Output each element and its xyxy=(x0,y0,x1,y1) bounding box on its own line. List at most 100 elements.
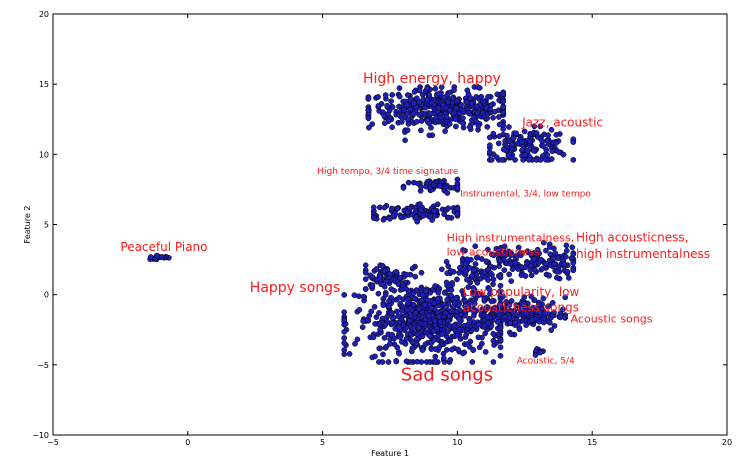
data-point xyxy=(431,318,438,324)
data-point xyxy=(424,117,431,124)
data-point xyxy=(494,308,501,315)
data-point xyxy=(570,267,577,274)
data-point xyxy=(470,291,476,298)
data-point xyxy=(484,124,491,130)
data-point xyxy=(496,121,503,128)
data-point xyxy=(556,149,563,156)
data-point xyxy=(409,265,416,272)
data-point xyxy=(469,273,476,279)
data-point xyxy=(561,261,567,267)
data-point xyxy=(389,310,395,316)
data-point xyxy=(460,292,467,298)
data-point xyxy=(519,147,525,154)
data-point xyxy=(490,130,497,137)
data-point xyxy=(354,336,361,343)
data-point xyxy=(543,260,550,267)
data-point xyxy=(506,271,513,278)
data-point xyxy=(464,341,470,348)
data-point xyxy=(455,315,462,322)
data-point xyxy=(454,332,461,339)
data-point xyxy=(521,128,528,135)
data-point xyxy=(551,323,558,329)
data-point xyxy=(486,286,493,293)
data-point xyxy=(377,345,384,352)
data-point xyxy=(362,286,369,292)
data-point xyxy=(513,302,520,308)
data-point xyxy=(432,283,438,289)
data-point xyxy=(551,261,558,268)
data-point xyxy=(390,212,397,219)
data-point xyxy=(454,210,461,217)
data-point xyxy=(537,157,544,163)
data-point xyxy=(404,102,410,108)
data-point xyxy=(398,119,405,125)
data-point xyxy=(400,185,407,191)
data-point xyxy=(413,118,420,125)
data-point xyxy=(432,359,439,365)
data-point xyxy=(500,91,507,97)
data-point xyxy=(497,282,504,289)
data-point xyxy=(570,259,577,266)
data-point xyxy=(444,190,451,196)
data-point xyxy=(412,295,418,302)
data-point xyxy=(434,201,441,208)
data-point xyxy=(398,214,405,221)
data-point xyxy=(416,324,422,331)
data-point xyxy=(543,146,550,153)
data-point xyxy=(560,306,566,313)
data-point xyxy=(448,308,455,315)
data-point xyxy=(430,328,437,334)
data-point xyxy=(496,246,503,253)
data-point xyxy=(501,314,508,320)
data-point xyxy=(422,104,429,111)
data-point xyxy=(472,261,479,267)
data-point xyxy=(553,131,560,138)
data-point xyxy=(396,93,403,100)
data-point xyxy=(543,137,550,144)
data-point xyxy=(341,340,348,346)
data-point xyxy=(480,98,487,105)
data-point xyxy=(387,341,393,347)
data-point xyxy=(410,325,417,332)
data-point xyxy=(555,255,562,262)
data-point xyxy=(456,320,462,327)
data-point xyxy=(443,114,450,120)
data-point xyxy=(418,297,425,304)
data-point xyxy=(416,99,423,106)
data-point xyxy=(376,321,383,328)
data-point xyxy=(474,279,481,286)
data-point xyxy=(488,157,495,163)
data-point xyxy=(539,138,545,145)
data-point xyxy=(154,253,161,259)
cluster-annotation: Acoustic, 5/4 xyxy=(517,356,575,366)
data-point xyxy=(384,102,390,109)
y-tick-label: 15 xyxy=(39,80,49,89)
data-point xyxy=(381,335,388,341)
x-tick-label: 20 xyxy=(722,438,732,447)
data-point xyxy=(508,278,515,284)
data-point xyxy=(367,272,374,279)
data-point xyxy=(517,250,524,256)
data-point xyxy=(447,337,454,344)
data-point xyxy=(366,124,372,131)
data-point xyxy=(483,258,490,265)
data-point xyxy=(396,294,403,301)
data-point xyxy=(494,319,501,325)
data-point xyxy=(481,306,488,313)
data-point xyxy=(455,346,461,353)
data-point xyxy=(403,285,409,292)
data-point xyxy=(467,279,474,286)
data-point xyxy=(545,303,552,309)
data-point xyxy=(526,157,532,163)
data-point xyxy=(496,302,503,308)
data-point xyxy=(502,252,509,259)
data-point xyxy=(436,183,443,189)
data-point xyxy=(399,307,405,314)
data-point xyxy=(389,331,395,338)
data-point xyxy=(407,205,413,212)
data-point xyxy=(546,272,552,279)
data-point xyxy=(405,179,412,186)
data-point xyxy=(397,275,404,281)
data-point xyxy=(341,317,348,324)
